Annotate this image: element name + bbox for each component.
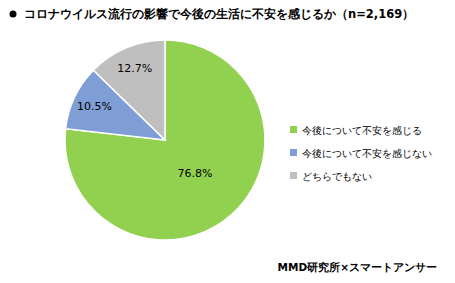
data-label: 12.7%	[117, 62, 152, 75]
chart: コロナウイルス流行の影響で今後の生活に不安を感じるか（n=2,169） 76.8%…	[0, 0, 455, 283]
data-labels: 76.8% 10.5% 12.7%	[77, 62, 212, 180]
legend-label: 今後について不安を感じる	[302, 125, 422, 136]
background	[0, 0, 455, 283]
legend-swatch	[290, 126, 297, 133]
title-bullet	[10, 11, 17, 18]
pie-slice	[93, 40, 165, 140]
pie-slice	[65, 40, 265, 240]
legend-swatch	[290, 172, 297, 179]
pie	[65, 40, 265, 240]
legend-label: どちらでもない	[302, 171, 372, 182]
source: MMD研究所×スマートアンサー	[278, 261, 437, 273]
data-label: 10.5%	[77, 100, 112, 113]
data-label: 76.8%	[177, 167, 212, 180]
legend: 今後について不安を感じる今後について不安を感じないどちらでもない	[290, 125, 432, 182]
legend-swatch	[290, 149, 297, 156]
title: コロナウイルス流行の影響で今後の生活に不安を感じるか（n=2,169）	[24, 7, 414, 21]
legend-label: 今後について不安を感じない	[302, 148, 432, 159]
